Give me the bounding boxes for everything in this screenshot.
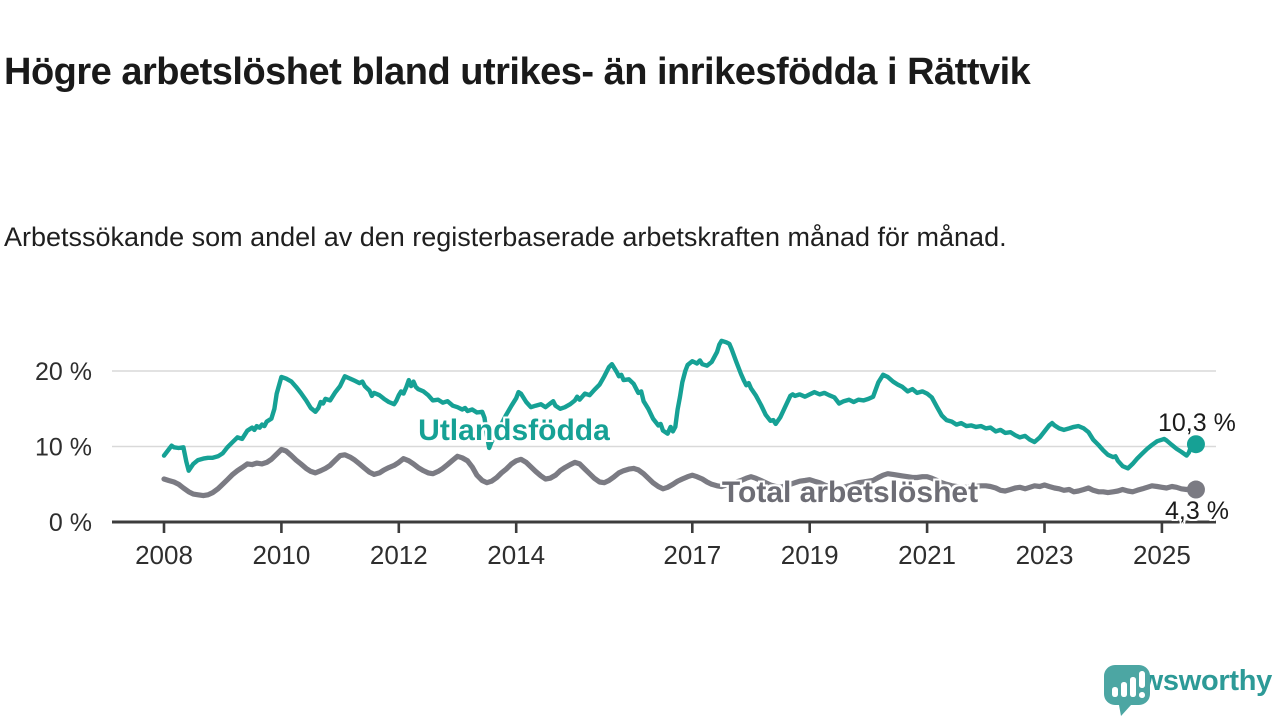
x-axis-label-2012: 2012 [370,540,428,570]
series-label-total-arbetsloshet: Total arbetslöshet [721,476,979,509]
x-axis-label-2017: 2017 [663,540,721,570]
line-series-utlandsfodda [161,338,1199,473]
x-axis-label-2008: 2008 [135,540,193,570]
y-axis-label-20: 20 % [35,358,92,386]
end-dot-utlandsfodda [1186,435,1205,454]
logo-bar-medium [1121,682,1128,697]
x-axis-label-2019: 2019 [781,540,839,570]
line-series-total [161,446,1199,499]
x-axis-label-2014: 2014 [487,540,545,570]
end-value-label-utlandsfodda: 10,3 % [1158,409,1236,437]
x-axis-label-2025: 2025 [1133,540,1191,570]
logo-bar-small [1112,687,1119,697]
series-label-utlandsfodda: Utlandsfödda [418,414,610,447]
newsworthy-branding: Newsworthy [1104,665,1272,716]
y-axis-label-10: 10 % [35,434,92,462]
newsworthy-logo-icon [1104,665,1151,716]
page-title: Högre arbetslöshet bland utrikes- än inr… [4,51,1031,94]
y-axis-label-0: 0 % [49,509,92,537]
logo-exclamation-dot [1139,692,1146,698]
logo-exclamation-bar [1139,671,1146,688]
x-axis-label-2010: 2010 [252,540,310,570]
chart-subtitle: Arbetssökande som andel av den registerb… [4,222,1007,252]
end-value-label-total: 4,3 % [1165,497,1229,525]
logo-bar-large [1130,677,1137,697]
x-axis-label-2023: 2023 [1016,540,1074,570]
x-axis-label-2021: 2021 [898,540,956,570]
end-dot-total [1186,480,1205,499]
